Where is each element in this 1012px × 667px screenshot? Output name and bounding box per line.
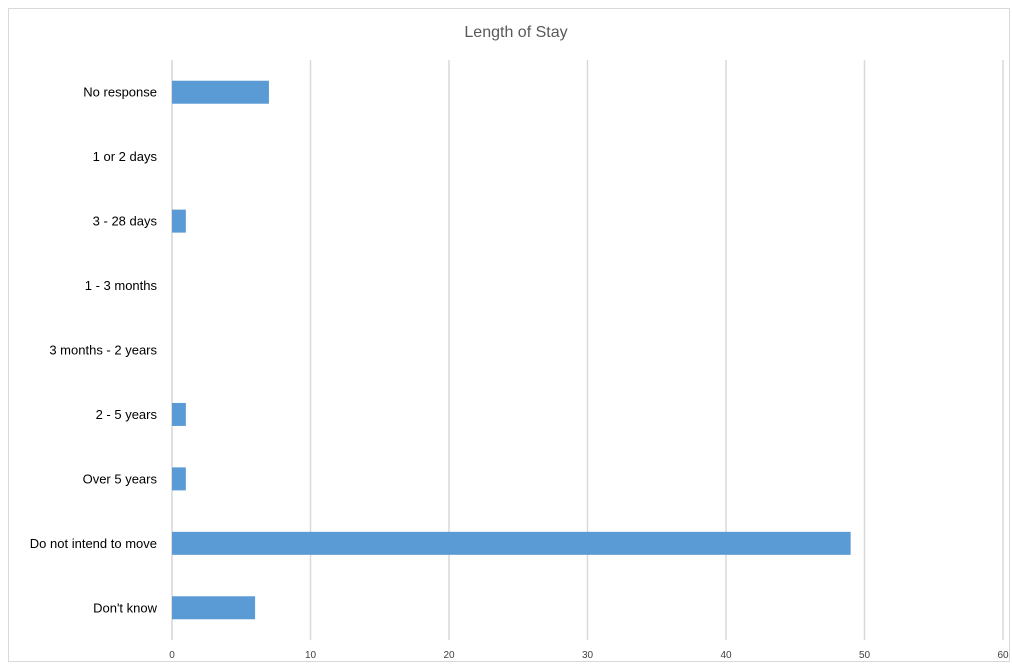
bar xyxy=(172,531,851,555)
bar xyxy=(172,402,186,426)
x-tick-labels: 0 10 20 30 40 50 60 xyxy=(169,650,1009,661)
category-label: Over 5 years xyxy=(83,471,158,486)
category-label: 3 - 28 days xyxy=(93,214,158,229)
x-tick-label: 50 xyxy=(859,650,871,661)
x-tick-label: 60 xyxy=(997,650,1009,661)
bar xyxy=(172,209,186,233)
category-label: Do not intend to move xyxy=(30,536,157,551)
category-label: 1 - 3 months xyxy=(85,278,158,293)
category-label: 2 - 5 years xyxy=(96,407,158,422)
category-label: Don't know xyxy=(93,600,158,615)
x-tick-label: 0 xyxy=(169,650,175,661)
chart-title: Length of Stay xyxy=(464,24,567,41)
x-tick-label: 10 xyxy=(305,650,317,661)
bars xyxy=(172,80,851,620)
bar xyxy=(172,467,186,491)
category-label: No response xyxy=(83,85,157,100)
x-tick-label: 40 xyxy=(720,650,732,661)
category-labels: No response 1 or 2 days 3 - 28 days 1 - 3 m… xyxy=(30,85,158,616)
category-label: 1 or 2 days xyxy=(93,149,158,164)
category-label: 3 months - 2 years xyxy=(49,343,157,358)
bar xyxy=(172,80,269,104)
x-tick-label: 20 xyxy=(443,650,455,661)
bar xyxy=(172,596,256,620)
x-tick-label: 30 xyxy=(582,650,594,661)
